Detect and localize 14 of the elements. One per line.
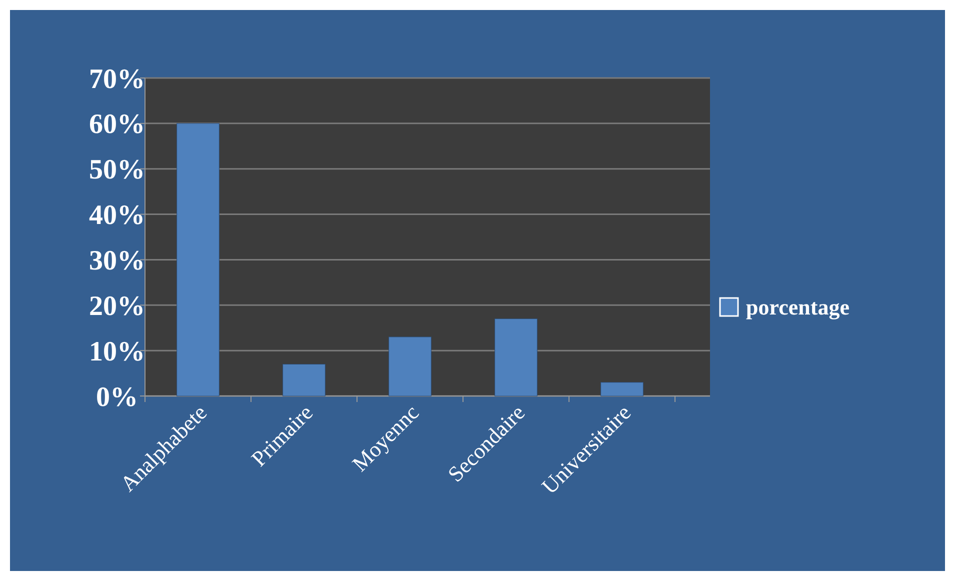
y-tick-label: 10% xyxy=(89,336,145,368)
bar xyxy=(494,318,538,396)
bar xyxy=(282,364,326,396)
y-tick-label: 50% xyxy=(89,154,145,186)
bar xyxy=(388,336,432,396)
bar xyxy=(176,123,220,396)
legend-label: porcentage xyxy=(746,294,850,320)
y-tick-label: 40% xyxy=(89,200,145,232)
y-tick-label: 70% xyxy=(89,64,145,95)
bar xyxy=(600,382,644,396)
y-tick-label: 60% xyxy=(89,109,145,140)
y-tick-label: 30% xyxy=(89,246,145,277)
y-tick-label: 20% xyxy=(89,290,145,322)
y-tick-label: 0% xyxy=(96,382,138,413)
